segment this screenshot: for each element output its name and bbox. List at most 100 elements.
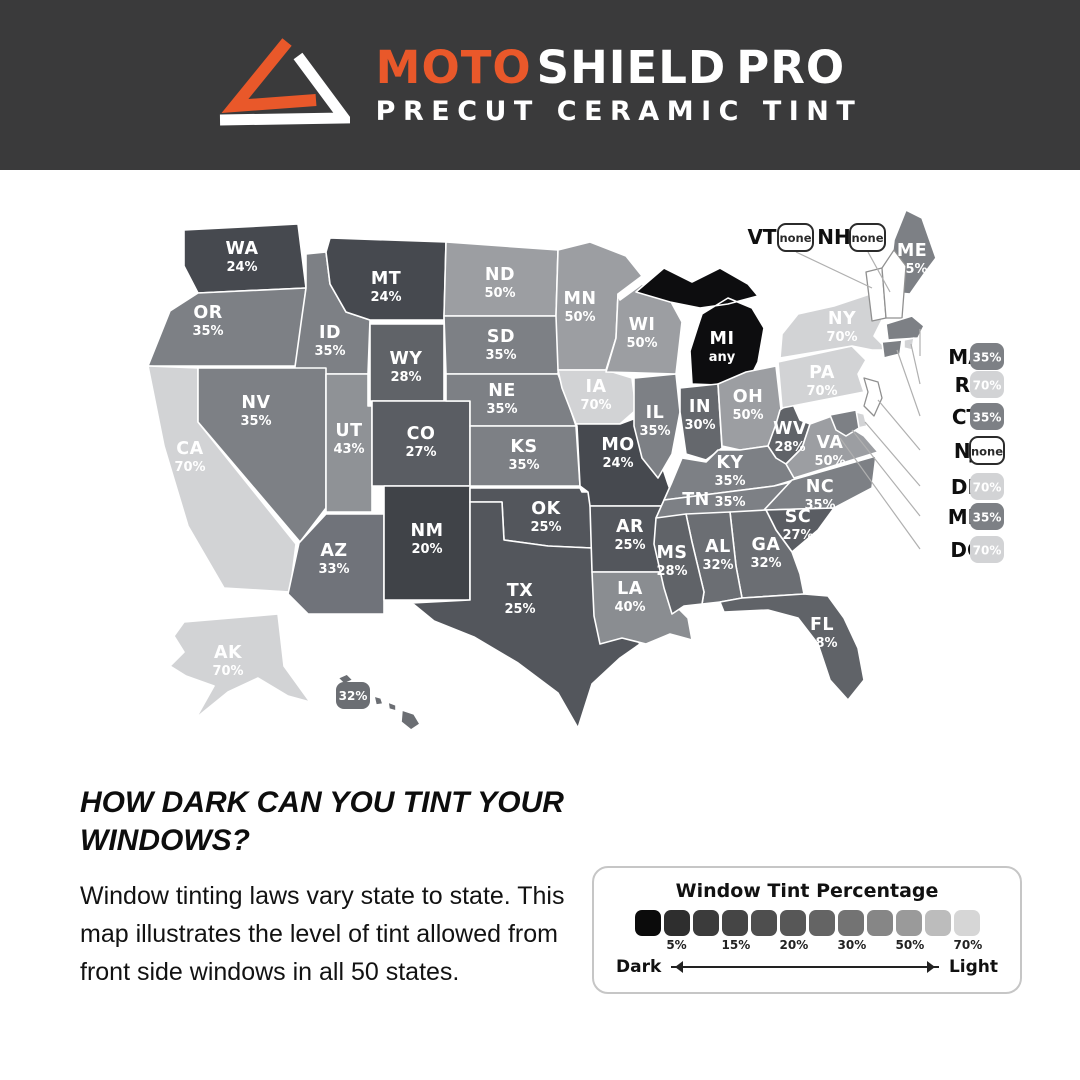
state-value-NV: 35% bbox=[240, 414, 271, 429]
state-value-AR: 25% bbox=[614, 538, 645, 553]
legend-swatch-7 bbox=[808, 910, 835, 936]
state-label-KS: KS bbox=[510, 437, 537, 457]
state-label-UT: UT bbox=[335, 421, 362, 441]
callout-value-DC: 70% bbox=[973, 544, 1002, 558]
state-label-OR: OR bbox=[193, 303, 222, 323]
state-label-NE: NE bbox=[488, 381, 516, 401]
state-label-WI: WI bbox=[629, 315, 656, 335]
legend-tick-8: 30% bbox=[837, 938, 867, 952]
legend-swatch-11 bbox=[924, 910, 951, 936]
state-label-MT: MT bbox=[371, 269, 401, 289]
state-label-OK: OK bbox=[531, 499, 561, 519]
state-value-WI: 50% bbox=[626, 336, 657, 351]
state-label-IA: IA bbox=[585, 377, 606, 397]
brand-moto: MOTO bbox=[375, 41, 532, 94]
callout-value-MA: 35% bbox=[973, 351, 1002, 365]
state-value-ID: 35% bbox=[314, 344, 345, 359]
state-MA bbox=[885, 315, 925, 341]
state-value-FL: 28% bbox=[806, 636, 837, 651]
dark-light-arrow bbox=[671, 961, 939, 973]
state-label-MO: MO bbox=[601, 435, 634, 455]
state-label-MI: MI bbox=[710, 329, 735, 349]
legend-swatch-6 bbox=[779, 910, 806, 936]
state-FL bbox=[719, 593, 865, 701]
state-label-ID: ID bbox=[319, 323, 341, 343]
callout-line-RI bbox=[910, 343, 921, 385]
callout-value-RI: 70% bbox=[973, 379, 1002, 393]
state-label-NM: NM bbox=[410, 521, 443, 541]
callout-line-DE bbox=[864, 421, 921, 487]
header-bar: MOTO SHIELD PRO PRECUT CERAMIC TINT bbox=[0, 0, 1080, 170]
callout-value-NJ: none bbox=[971, 445, 1003, 459]
state-value-MN: 50% bbox=[564, 310, 595, 325]
callout-badge-NJ bbox=[969, 436, 1005, 465]
state-value-NE: 35% bbox=[486, 402, 517, 417]
state-label-WV: WV bbox=[773, 419, 807, 439]
legend-tick-11 bbox=[925, 938, 951, 952]
state-label-NY: NY bbox=[828, 309, 856, 329]
legend-tick-9 bbox=[867, 938, 893, 952]
legend-tick-4: 15% bbox=[721, 938, 751, 952]
legend-tick-5 bbox=[751, 938, 777, 952]
state-value-PA: 70% bbox=[806, 384, 837, 399]
state-value-MO: 24% bbox=[602, 456, 633, 471]
legend-swatch-row bbox=[594, 910, 1020, 936]
state-value-GA: 32% bbox=[750, 556, 781, 571]
state-label-WY: WY bbox=[390, 349, 423, 369]
legend-tick-1 bbox=[635, 938, 661, 952]
legend-tick-row: 5% 15% 20% 30% 50% 70% bbox=[594, 938, 1020, 952]
callout-badge-MD bbox=[970, 503, 1004, 530]
state-label-MN: MN bbox=[563, 289, 596, 309]
state-AK bbox=[169, 613, 311, 719]
state-value-UT: 43% bbox=[333, 442, 364, 457]
state-value-MT: 24% bbox=[370, 290, 401, 305]
info-section: HOW DARK CAN YOU TINT YOUR WINDOWS? Wind… bbox=[80, 784, 580, 991]
state-NJ bbox=[863, 377, 883, 417]
legend-tick-7 bbox=[809, 938, 835, 952]
brand-block: MOTO SHIELD PRO PRECUT CERAMIC TINT bbox=[376, 45, 863, 125]
legend-swatch-9 bbox=[866, 910, 893, 936]
callout-line-NJ bbox=[877, 399, 921, 451]
state-label-FL: FL bbox=[810, 615, 834, 635]
callout-line-NH bbox=[867, 251, 891, 293]
state-value-NY: 70% bbox=[826, 330, 857, 345]
state-NY bbox=[779, 293, 889, 359]
brand-shield: SHIELD bbox=[536, 41, 727, 94]
state-value-AL: 32% bbox=[702, 558, 733, 573]
state-OR bbox=[147, 287, 307, 367]
callout-label-NH: NH bbox=[817, 225, 850, 249]
legend-title: Window Tint Percentage bbox=[675, 880, 939, 902]
state-MS bbox=[653, 513, 705, 615]
callout-value-MD: 35% bbox=[973, 511, 1002, 525]
state-label-NV: NV bbox=[241, 393, 270, 413]
logo-white-stroke bbox=[219, 52, 350, 126]
state-value-WY: 28% bbox=[390, 370, 421, 385]
state-value-TN: 35% bbox=[714, 495, 745, 510]
state-label-AZ: AZ bbox=[320, 541, 347, 561]
state-label-SD: SD bbox=[487, 327, 515, 347]
state-value-MI: any bbox=[709, 350, 736, 365]
legend-scale-row: Dark Light bbox=[616, 957, 998, 977]
state-CT bbox=[881, 339, 903, 359]
legend-tick-3 bbox=[693, 938, 719, 952]
state-badge-HI bbox=[336, 682, 370, 709]
state-value-OK: 25% bbox=[530, 520, 561, 535]
callout-badge-DE bbox=[970, 473, 1004, 500]
state-value-LA: 40% bbox=[614, 600, 645, 615]
brand-tagline: PRECUT CERAMIC TINT bbox=[375, 96, 863, 127]
state-value-WV: 28% bbox=[774, 440, 805, 455]
state-value-SC: 27% bbox=[782, 528, 813, 543]
state-value-OR: 35% bbox=[192, 324, 223, 339]
state-value-IA: 70% bbox=[580, 398, 611, 413]
state-value-HI: 32% bbox=[339, 689, 368, 703]
legend-swatch-3 bbox=[692, 910, 719, 936]
state-value-IN: 30% bbox=[684, 418, 715, 433]
legend-light-label: Light bbox=[948, 957, 998, 977]
legend-tick-12: 70% bbox=[953, 938, 983, 952]
legend-tick-6: 20% bbox=[779, 938, 809, 952]
callout-badge-NH bbox=[849, 223, 886, 252]
state-NV bbox=[197, 367, 327, 543]
legend-swatch-12 bbox=[953, 910, 980, 936]
legend-dark-label: Dark bbox=[616, 957, 662, 977]
state-value-ME: 35% bbox=[896, 262, 927, 277]
